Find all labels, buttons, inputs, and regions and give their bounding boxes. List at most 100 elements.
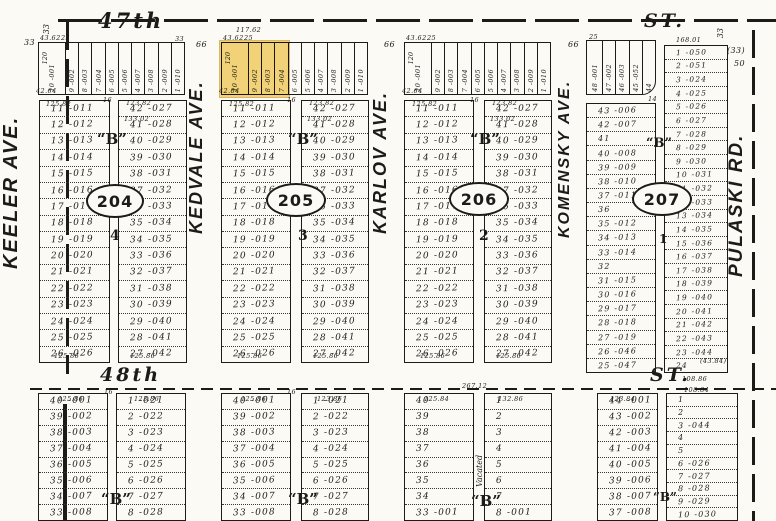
lot-cell[interactable]: 41 bbox=[587, 131, 655, 145]
lot-cell[interactable]: 8 -028 bbox=[302, 504, 368, 520]
lot-cell[interactable]: 30 -016 bbox=[587, 287, 655, 301]
lot-cell[interactable]: 22 -022 bbox=[405, 280, 473, 296]
lot-cell[interactable]: 28 -041 bbox=[119, 329, 186, 345]
lot-cell[interactable]: 8 -028 bbox=[117, 504, 185, 520]
lot-cell[interactable]: 4 bbox=[485, 440, 551, 457]
lot-cell[interactable]: 7 bbox=[485, 488, 551, 504]
lot-cell[interactable]: 32 -037 bbox=[119, 263, 186, 280]
lot-cell[interactable]: 37 -004 bbox=[222, 440, 290, 457]
lot-cell[interactable]: 26 -046 bbox=[587, 343, 655, 358]
lot-cell[interactable]: 7 -028 bbox=[665, 126, 727, 141]
lot-cell[interactable]: 33 -036 bbox=[485, 247, 551, 263]
lot-cell[interactable]: 36 bbox=[587, 202, 655, 216]
lot-cell[interactable]: 37 -032 bbox=[119, 181, 186, 198]
lot-cell[interactable]: 1 -050 bbox=[665, 46, 727, 59]
lot-cell[interactable]: 37 -011 bbox=[587, 187, 655, 202]
lot-cell[interactable]: 28 -018 bbox=[587, 315, 655, 329]
lot-cell[interactable]: 15 -015 bbox=[40, 165, 109, 182]
lot-cell[interactable]: 36 -033 bbox=[485, 198, 551, 214]
lot-cell[interactable]: 3 bbox=[485, 424, 551, 441]
lot-cell[interactable]: 18 -018 bbox=[405, 214, 473, 231]
lot-cell[interactable]: 27 -019 bbox=[587, 329, 655, 344]
lot-cell[interactable]: 17 -017 bbox=[40, 198, 109, 214]
lot-cell[interactable]: 4 -024 bbox=[302, 440, 368, 457]
lot-cell[interactable]: 23 -044 bbox=[665, 344, 727, 359]
lot-cell[interactable]: 3 -008 bbox=[144, 43, 157, 94]
lot-cell[interactable]: 37 -032 bbox=[485, 181, 551, 198]
lot-cell[interactable]: 21 -021 bbox=[40, 263, 109, 280]
lot-cell[interactable]: 39 bbox=[405, 408, 473, 425]
lot-cell[interactable]: 43 -002 bbox=[598, 408, 657, 425]
lot-cell[interactable]: 33 -014 bbox=[587, 244, 655, 259]
lot-cell[interactable]: 20 -020 bbox=[40, 247, 109, 263]
lot-cell[interactable]: 2 -009 bbox=[340, 43, 354, 94]
lot-cell[interactable]: 15 -015 bbox=[405, 165, 473, 182]
lot-cell[interactable]: 5 -026 bbox=[665, 99, 727, 114]
lot-cell[interactable]: 23 -023 bbox=[405, 296, 473, 313]
lot-cell[interactable]: 24 -024 bbox=[40, 312, 109, 329]
lot-cell[interactable]: 28 -041 bbox=[485, 329, 551, 345]
lot-cell[interactable]: 24 -024 bbox=[222, 312, 290, 329]
lot-cell[interactable]: 14 -014 bbox=[40, 149, 109, 165]
lot-cell[interactable]: 11 -032 bbox=[665, 181, 727, 195]
lot-cell[interactable]: 33 -008 bbox=[39, 504, 107, 520]
lot-cell[interactable]: 5 -006 bbox=[483, 43, 497, 94]
lot-cell[interactable]: 20 -041 bbox=[665, 303, 727, 318]
lot-cell[interactable]: 17 -017 bbox=[222, 198, 290, 214]
lot-cell[interactable]: 21 -021 bbox=[222, 263, 290, 280]
lot-cell[interactable]: 35 bbox=[405, 472, 473, 488]
lot-cell[interactable]: 39 -009 bbox=[587, 159, 655, 174]
lot-cell[interactable]: 9 -030 bbox=[665, 154, 727, 168]
lot-cell[interactable]: 2 -051 bbox=[665, 58, 727, 73]
lot-cell[interactable]: 16 -037 bbox=[665, 249, 727, 263]
lot-cell[interactable]: 29 -040 bbox=[119, 312, 186, 329]
lot-cell[interactable]: 35 -034 bbox=[302, 214, 368, 231]
lot-cell[interactable]: 7 -027 bbox=[667, 469, 737, 482]
lot-cell[interactable]: 19 -019 bbox=[405, 231, 473, 247]
lot-cell[interactable]: 34 -035 bbox=[485, 231, 551, 247]
lot-cell[interactable]: 5 -006 bbox=[117, 43, 131, 94]
lot-cell[interactable]: 25 -047 bbox=[587, 357, 655, 372]
lot-cell[interactable]: 30 -039 bbox=[302, 296, 368, 313]
lot-cell[interactable]: 36 bbox=[405, 456, 473, 473]
lot-cell[interactable]: 13 -013 bbox=[222, 132, 290, 149]
lot-cell[interactable]: 8 -001 bbox=[485, 504, 551, 520]
lot-cell[interactable]: 39 -030 bbox=[119, 149, 186, 165]
lot-cell[interactable]: 16 -016 bbox=[222, 181, 290, 198]
lot-cell[interactable]: 47 -002 bbox=[602, 41, 615, 94]
lot-cell[interactable]: 2 -022 bbox=[302, 408, 368, 425]
lot-cell[interactable]: 12 -033 bbox=[665, 194, 727, 209]
lot-cell[interactable]: 32 -037 bbox=[302, 263, 368, 280]
lot-cell[interactable]: 26 -026 bbox=[405, 345, 473, 362]
lot-cell[interactable]: 33 -036 bbox=[302, 247, 368, 263]
lot-cell[interactable]: 6 -005 bbox=[104, 43, 118, 94]
lot-cell[interactable]: 34 bbox=[405, 488, 473, 504]
lot-cell[interactable]: 18 -018 bbox=[40, 214, 109, 231]
lot-cell[interactable]: 31 -038 bbox=[119, 280, 186, 296]
lot-cell[interactable]: 36 -005 bbox=[39, 456, 107, 473]
lot-cell[interactable]: 46 -003 bbox=[615, 41, 628, 94]
lot-cell[interactable]: 8 -003 bbox=[78, 43, 91, 94]
lot-cell[interactable]: 38 bbox=[405, 424, 473, 441]
lot-cell[interactable]: 26 -026 bbox=[40, 345, 109, 362]
lot-cell[interactable]: 28 -041 bbox=[302, 329, 368, 345]
lot-cell[interactable]: 8 -003 bbox=[261, 43, 274, 94]
lot-cell[interactable]: 2 -009 bbox=[523, 43, 537, 94]
lot-cell[interactable]: 15 -015 bbox=[222, 165, 290, 182]
lot-cell[interactable]: 6 -026 bbox=[117, 472, 185, 488]
lot-cell[interactable]: 2 bbox=[667, 405, 737, 419]
lot-cell[interactable]: 30 -039 bbox=[119, 296, 186, 313]
lot-cell[interactable]: 21 -042 bbox=[665, 317, 727, 332]
lot-cell[interactable]: 16 -016 bbox=[405, 181, 473, 198]
lot-cell[interactable]: 9 -002 bbox=[248, 43, 261, 94]
lot-cell[interactable]: 40 -029 bbox=[485, 132, 551, 149]
lot-cell[interactable]: 3 -024 bbox=[665, 72, 727, 86]
lot-cell[interactable]: 33 -008 bbox=[222, 504, 290, 520]
lot-cell[interactable]: 7 -004 bbox=[91, 43, 104, 94]
lot-cell[interactable]: 37 -004 bbox=[39, 440, 107, 457]
lot-cell[interactable]: 9 -029 bbox=[667, 494, 737, 508]
lot-cell[interactable]: 35 -006 bbox=[39, 472, 107, 488]
lot-cell[interactable]: 5 -006 bbox=[300, 43, 314, 94]
lot-cell[interactable]: 1 -010 bbox=[170, 43, 184, 94]
lot-cell[interactable]: 7 -004 bbox=[274, 43, 287, 94]
